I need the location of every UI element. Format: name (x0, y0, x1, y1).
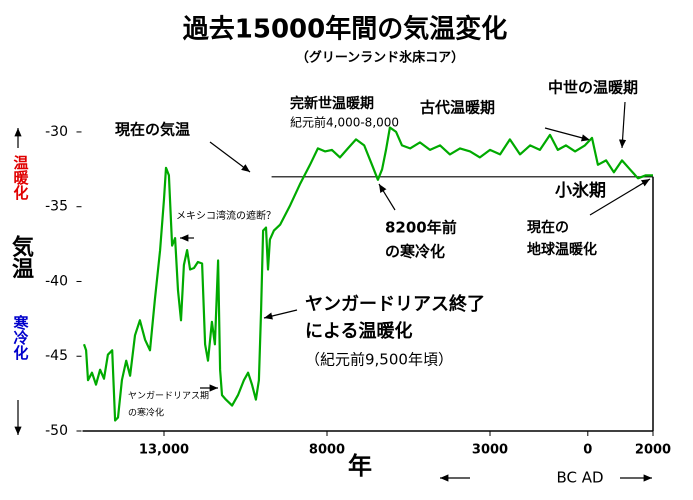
x-tick-label: 3000 (472, 443, 508, 458)
annotation: による温暖化 (305, 320, 412, 342)
annotation: の寒冷化 (385, 243, 445, 261)
y-tick-label: -30 (45, 124, 68, 140)
annotation: 地球温暖化 (527, 241, 597, 258)
x-tick-label: 8000 (309, 443, 345, 458)
annotation-arrows (180, 101, 651, 392)
x-tick-label: 2000 (635, 443, 671, 458)
cold-label: 寒冷化 (12, 314, 30, 360)
y-tick-label: -35 (45, 199, 68, 215)
era-label: BC AD (556, 469, 603, 487)
y-tick-label: -40 (45, 273, 68, 289)
temperature-line (82, 126, 653, 422)
y-tick-label: -50 (45, 423, 68, 439)
annotation: メキシコ湾流の遮断？ (176, 209, 276, 222)
annotation: ヤンガードリアス終了 (305, 293, 485, 315)
annotation: 現在の気温 (115, 121, 190, 139)
annotation: 紀元前4,000-8,000 (290, 115, 399, 130)
annotation: の寒冷化 (128, 407, 164, 419)
annotation: 8200年前 (385, 219, 457, 237)
annotation: 完新世温暖期 (290, 95, 374, 112)
annotation: 古代温暖期 (420, 99, 495, 117)
chart-title: 過去15000年間の気温変化 (183, 14, 507, 45)
x-tick-label: 13,000 (139, 443, 189, 458)
chart-subtitle: （グリーンランド氷床コア） (296, 50, 464, 66)
annotation: ヤンガードリアス期 (128, 391, 209, 402)
warm-label: 温暖化 (12, 155, 30, 200)
annotation: （紀元前9,500年頃） (305, 351, 453, 369)
y-tick-label: -45 (45, 348, 68, 364)
annotation: 小氷期 (555, 180, 606, 201)
axis-arrows (14, 128, 652, 482)
y-axis-label: 気温 (8, 234, 34, 279)
annotation: 中世の温暖期 (548, 79, 638, 97)
annotation: 現在の (527, 219, 569, 236)
x-tick-label: 0 (583, 443, 592, 458)
x-axis-label: 年 (348, 452, 372, 480)
